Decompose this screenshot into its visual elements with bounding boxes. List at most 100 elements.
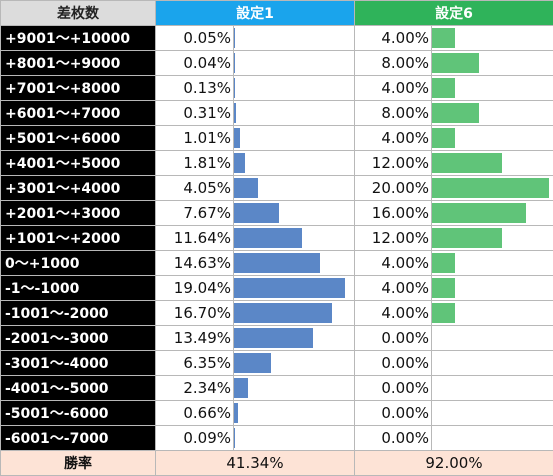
setting-1-percent: 11.64% xyxy=(155,225,234,251)
table-row: -2001～-3000 13.49% 0.00% xyxy=(0,325,553,351)
setting-6-bar xyxy=(432,228,503,248)
setting-1-percent: 0.05% xyxy=(155,25,234,51)
setting-6-percent: 0.00% xyxy=(354,350,432,376)
setting-6-bar-cell xyxy=(431,325,553,351)
row-label: +2001～+3000 xyxy=(0,200,156,226)
row-label: -6001～-7000 xyxy=(0,425,156,451)
setting-6-bar-cell xyxy=(431,175,553,201)
header-row: 差枚数 設定1 設定6 xyxy=(0,0,553,26)
row-label: +5001～+6000 xyxy=(0,125,156,151)
setting-1-bar-cell xyxy=(233,350,355,376)
row-label: +9001～+10000 xyxy=(0,25,156,51)
setting-1-percent: 0.31% xyxy=(155,100,234,126)
setting-6-percent: 20.00% xyxy=(354,175,432,201)
row-label: +7001～+8000 xyxy=(0,75,156,101)
win-rate-label: 勝率 xyxy=(0,450,156,476)
table-row: +4001～+5000 1.81% 12.00% xyxy=(0,150,553,176)
setting-1-bar xyxy=(234,128,240,148)
setting-6-percent: 0.00% xyxy=(354,400,432,426)
setting-1-bar xyxy=(234,378,248,398)
setting-6-percent: 4.00% xyxy=(354,25,432,51)
row-label: -4001～-5000 xyxy=(0,375,156,401)
setting-6-percent: 0.00% xyxy=(354,325,432,351)
table-row: -1～-1000 19.04% 4.00% xyxy=(0,275,553,301)
setting-6-bar xyxy=(432,128,456,148)
setting-6-bar-cell xyxy=(431,25,553,51)
setting-1-percent: 4.05% xyxy=(155,175,234,201)
setting-6-bar xyxy=(432,253,456,273)
setting-6-bar-cell xyxy=(431,425,553,451)
setting-6-bar xyxy=(432,78,456,98)
row-label: -1～-1000 xyxy=(0,275,156,301)
setting-1-bar-cell xyxy=(233,425,355,451)
setting-1-percent: 19.04% xyxy=(155,275,234,301)
setting-6-bar xyxy=(432,28,456,48)
row-label: -1001～-2000 xyxy=(0,300,156,326)
row-label: 0～+1000 xyxy=(0,250,156,276)
setting-1-bar xyxy=(234,353,272,373)
row-label: -3001～-4000 xyxy=(0,350,156,376)
setting-1-bar-cell xyxy=(233,25,355,51)
header-setting-6: 設定6 xyxy=(354,0,553,26)
table-row: -1001～-2000 16.70% 4.00% xyxy=(0,300,553,326)
setting-6-bar-cell xyxy=(431,375,553,401)
setting-1-bar xyxy=(234,78,235,98)
setting-1-bar xyxy=(234,203,279,223)
setting-1-bar-cell xyxy=(233,300,355,326)
setting-1-percent: 6.35% xyxy=(155,350,234,376)
setting-1-bar xyxy=(234,153,245,173)
footer-row: 勝率 41.34% 92.00% xyxy=(0,450,553,476)
setting-1-bar xyxy=(234,178,258,198)
setting-6-percent: 4.00% xyxy=(354,300,432,326)
setting-6-bar-cell xyxy=(431,225,553,251)
setting-1-percent: 16.70% xyxy=(155,300,234,326)
setting-6-percent: 16.00% xyxy=(354,200,432,226)
setting-1-bar xyxy=(234,228,303,248)
setting-1-percent: 13.49% xyxy=(155,325,234,351)
setting-1-bar xyxy=(234,403,238,423)
header-difference: 差枚数 xyxy=(0,0,156,26)
table-row: +2001～+3000 7.67% 16.00% xyxy=(0,200,553,226)
table-row: -4001～-5000 2.34% 0.00% xyxy=(0,375,553,401)
setting-6-percent: 12.00% xyxy=(354,225,432,251)
win-rate-setting-1: 41.34% xyxy=(155,450,355,476)
setting-1-percent: 1.01% xyxy=(155,125,234,151)
row-label: +6001～+7000 xyxy=(0,100,156,126)
setting-6-bar-cell xyxy=(431,125,553,151)
setting-1-bar-cell xyxy=(233,150,355,176)
setting-6-bar xyxy=(432,103,479,123)
setting-6-bar xyxy=(432,153,503,173)
row-label: -5001～-6000 xyxy=(0,400,156,426)
header-setting-1: 設定1 xyxy=(155,0,355,26)
setting-6-bar xyxy=(432,303,456,323)
row-label: +3001～+4000 xyxy=(0,175,156,201)
table-row: +8001～+9000 0.04% 8.00% xyxy=(0,50,553,76)
row-label: +4001～+5000 xyxy=(0,150,156,176)
setting-6-bar-cell xyxy=(431,75,553,101)
setting-1-bar xyxy=(234,303,332,323)
setting-1-bar-cell xyxy=(233,100,355,126)
table-row: +3001～+4000 4.05% 20.00% xyxy=(0,175,553,201)
setting-6-bar xyxy=(432,203,526,223)
table-row: 0～+1000 14.63% 4.00% xyxy=(0,250,553,276)
setting-1-bar xyxy=(234,278,346,298)
table-row: +9001～+10000 0.05% 4.00% xyxy=(0,25,553,51)
table-row: +7001～+8000 0.13% 4.00% xyxy=(0,75,553,101)
setting-1-bar-cell xyxy=(233,250,355,276)
table-row: -6001～-7000 0.09% 0.00% xyxy=(0,425,553,451)
setting-6-bar-cell xyxy=(431,400,553,426)
setting-6-percent: 0.00% xyxy=(354,425,432,451)
setting-6-bar-cell xyxy=(431,300,553,326)
setting-1-bar-cell xyxy=(233,200,355,226)
setting-1-percent: 0.04% xyxy=(155,50,234,76)
setting-1-bar xyxy=(234,103,236,123)
setting-6-bar xyxy=(432,278,456,298)
win-rate-setting-6: 92.00% xyxy=(354,450,553,476)
table-row: -3001～-4000 6.35% 0.00% xyxy=(0,350,553,376)
setting-6-bar-cell xyxy=(431,200,553,226)
table-row: +6001～+7000 0.31% 8.00% xyxy=(0,100,553,126)
setting-1-bar-cell xyxy=(233,125,355,151)
setting-6-percent: 4.00% xyxy=(354,125,432,151)
table-row: -5001～-6000 0.66% 0.00% xyxy=(0,400,553,426)
